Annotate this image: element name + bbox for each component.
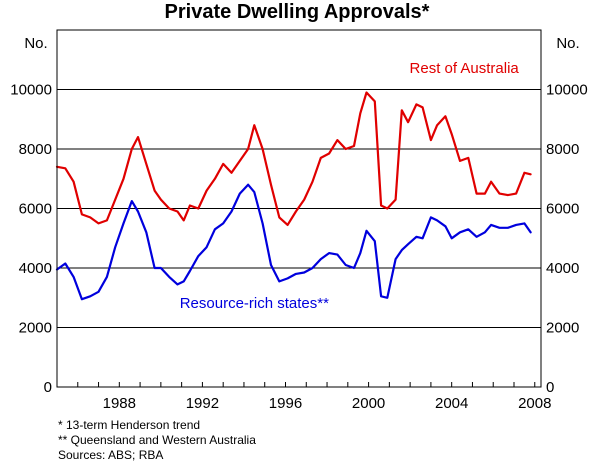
left-axis-unit-label: No. [24, 35, 47, 52]
x-tick-label: 1996 [269, 395, 302, 412]
x-axis-ticks: 1988 1992 1996 2000 2004 2008 [56, 382, 551, 412]
chart-svg: Private Dwelling Approvals* No. No. 0 020… [10, 1, 587, 412]
y-tick-label-right: 2000 [546, 320, 579, 337]
y-tick-label-right: 6000 [546, 201, 579, 218]
y-tick-label-left: 8000 [19, 141, 52, 158]
y-tick-label-right: 4000 [546, 260, 579, 277]
series-line-resource-rich-states [55, 183, 532, 301]
footnote-sources: Sources: ABS; RBA [58, 448, 164, 462]
y-tick-label-left: 2000 [19, 320, 52, 337]
plot-frame [56, 29, 542, 388]
y-axis-ticks: 0 0 2000 2000 4000 4000 6000 6000 8000 8000 10000 1… [10, 82, 587, 397]
footnote-states: ** Queensland and Western Australia [58, 433, 256, 447]
y-tick-label-left: 10000 [10, 82, 52, 99]
y-tick-label-left: 4000 [19, 260, 52, 277]
y-tick-label-left: 0 [44, 379, 52, 396]
x-tick-label: 2008 [518, 395, 551, 412]
x-tick-label: 2004 [435, 395, 468, 412]
footnotes: * 13-term Henderson trend ** Queensland … [58, 418, 256, 463]
y-tick-label-left: 6000 [19, 201, 52, 218]
y-tick-label-right: 8000 [546, 141, 579, 158]
x-tick-label: 1988 [103, 395, 136, 412]
series-line-rest-of-australia [55, 91, 532, 226]
x-tick-label: 2000 [352, 395, 385, 412]
series-label-rest-of-australia: Rest of Australia [410, 60, 520, 77]
x-tick-label: 1992 [186, 395, 219, 412]
y-tick-label-right: 0 [546, 379, 554, 396]
series-annotations: Rest of Australia Resource-rich states** [180, 60, 520, 312]
series-lines [55, 91, 532, 301]
right-axis-unit-label: No. [556, 35, 579, 52]
chart-title: Private Dwelling Approvals* [165, 1, 430, 23]
series-label-resource-rich-states: Resource-rich states** [180, 295, 329, 312]
y-tick-label-right: 10000 [546, 82, 588, 99]
footnote-henderson: * 13-term Henderson trend [58, 418, 201, 432]
